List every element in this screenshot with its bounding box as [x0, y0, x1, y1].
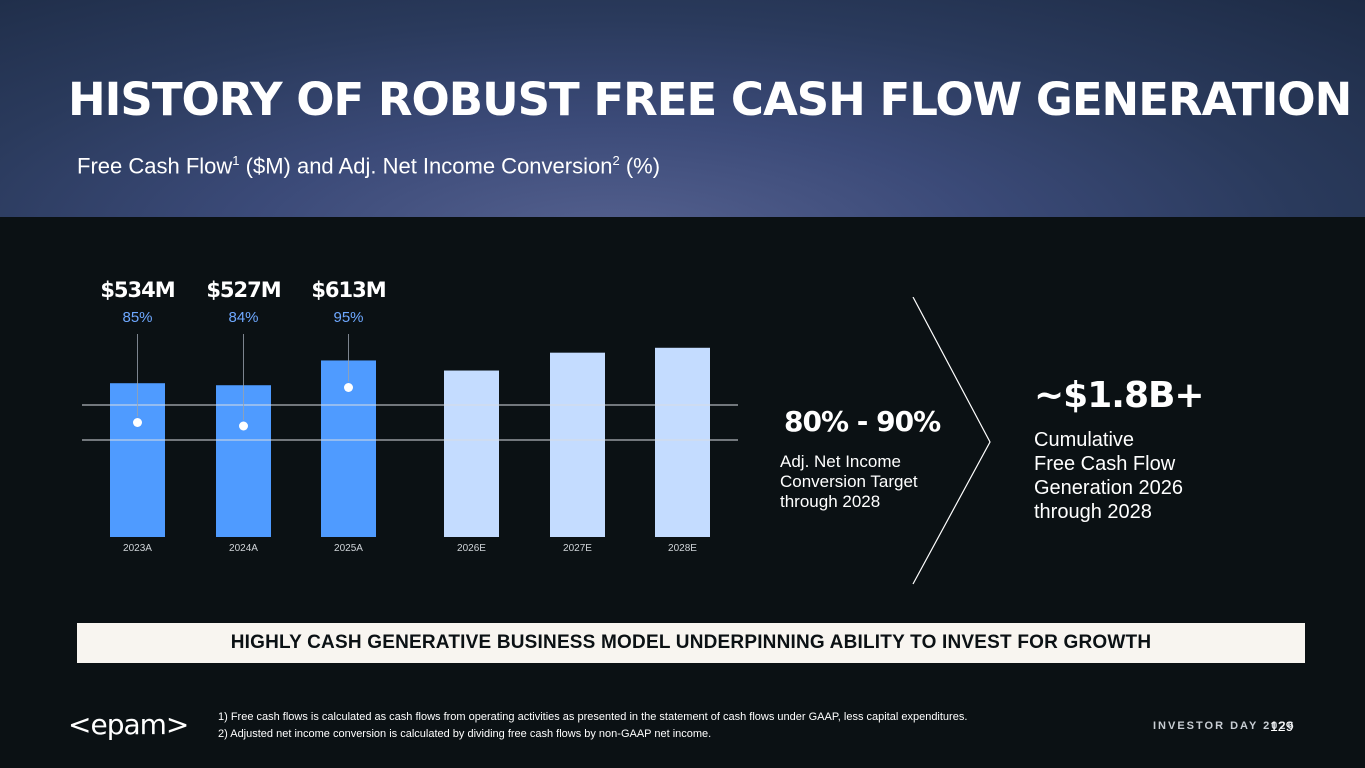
value-label: $527M [206, 278, 280, 302]
subtitle-text-2: ($M) and Adj. Net Income Conversion [239, 153, 613, 179]
cumulative-desc-line: Generation 2026 [1034, 477, 1184, 499]
conversion-label: 84% [228, 309, 258, 326]
target-desc-line: through 2028 [780, 492, 881, 511]
footnote-ref-2: 2 [612, 153, 620, 168]
value-label: $534M [100, 278, 174, 302]
key-message-banner: HIGHLY CASH GENERATIVE BUSINESS MODEL UN… [77, 623, 1305, 663]
value-label: $613M [311, 278, 385, 302]
cumulative-fcf-desc: Cumulative Free Cash Flow Generation 202… [1034, 428, 1234, 524]
page-title: HISTORY OF ROBUST FREE CASH FLOW GENERAT… [68, 73, 1352, 126]
chart-subtitle: Free Cash Flow1 ($M) and Adj. Net Income… [77, 153, 660, 179]
subtitle-text-1: Free Cash Flow [77, 153, 233, 179]
bar-2028E [655, 347, 710, 537]
event-label: INVESTOR DAY 2026 [1153, 720, 1296, 732]
x-tick-label: 2026E [457, 543, 486, 554]
cumulative-fcf-value: ~$1.8B+ [1034, 375, 1205, 416]
page-number: 129 [1270, 718, 1294, 734]
x-tick-label: 2027E [563, 543, 592, 554]
footnote-1: 1) Free cash flows is calculated as cash… [218, 711, 968, 723]
footnote-2: 2) Adjusted net income conversion is cal… [218, 728, 712, 740]
x-tick-label: 2025A [334, 543, 363, 554]
x-tick-label: 2024A [229, 543, 258, 554]
conversion-label: 85% [122, 309, 152, 326]
conversion-target-range: 80% - 90% [784, 405, 941, 438]
subtitle-text-3: (%) [619, 153, 661, 179]
conversion-point [344, 383, 353, 392]
conversion-point [239, 421, 248, 431]
bar-2026E [444, 370, 499, 537]
bracket-arrow [912, 297, 991, 585]
target-desc-line: Conversion Target [780, 472, 918, 491]
footnote-ref-1: 1 [232, 153, 240, 168]
x-tick-label: 2023A [123, 543, 152, 554]
conversion-target-desc: Adj. Net Income Conversion Target throug… [780, 452, 950, 512]
conversion-point [133, 418, 142, 427]
target-desc-line: Adj. Net Income [780, 452, 901, 471]
cumulative-desc-line: Cumulative [1034, 429, 1135, 451]
cumulative-desc-line: Free Cash Flow [1034, 453, 1176, 475]
conversion-label: 95% [333, 309, 363, 326]
header-band: HISTORY OF ROBUST FREE CASH FLOW GENERAT… [0, 0, 1365, 217]
bar-2027E [550, 352, 605, 537]
epam-logo: <epam> [68, 708, 189, 741]
x-tick-label: 2028E [668, 543, 697, 554]
fcf-bar-chart: 2023A $534M 85% 2024A $527M 84% 2025A $613M 95% 2… [82, 278, 738, 554]
cumulative-desc-line: through 2028 [1034, 501, 1152, 523]
footnotes: 1) Free cash flows is calculated as cash… [218, 709, 967, 743]
